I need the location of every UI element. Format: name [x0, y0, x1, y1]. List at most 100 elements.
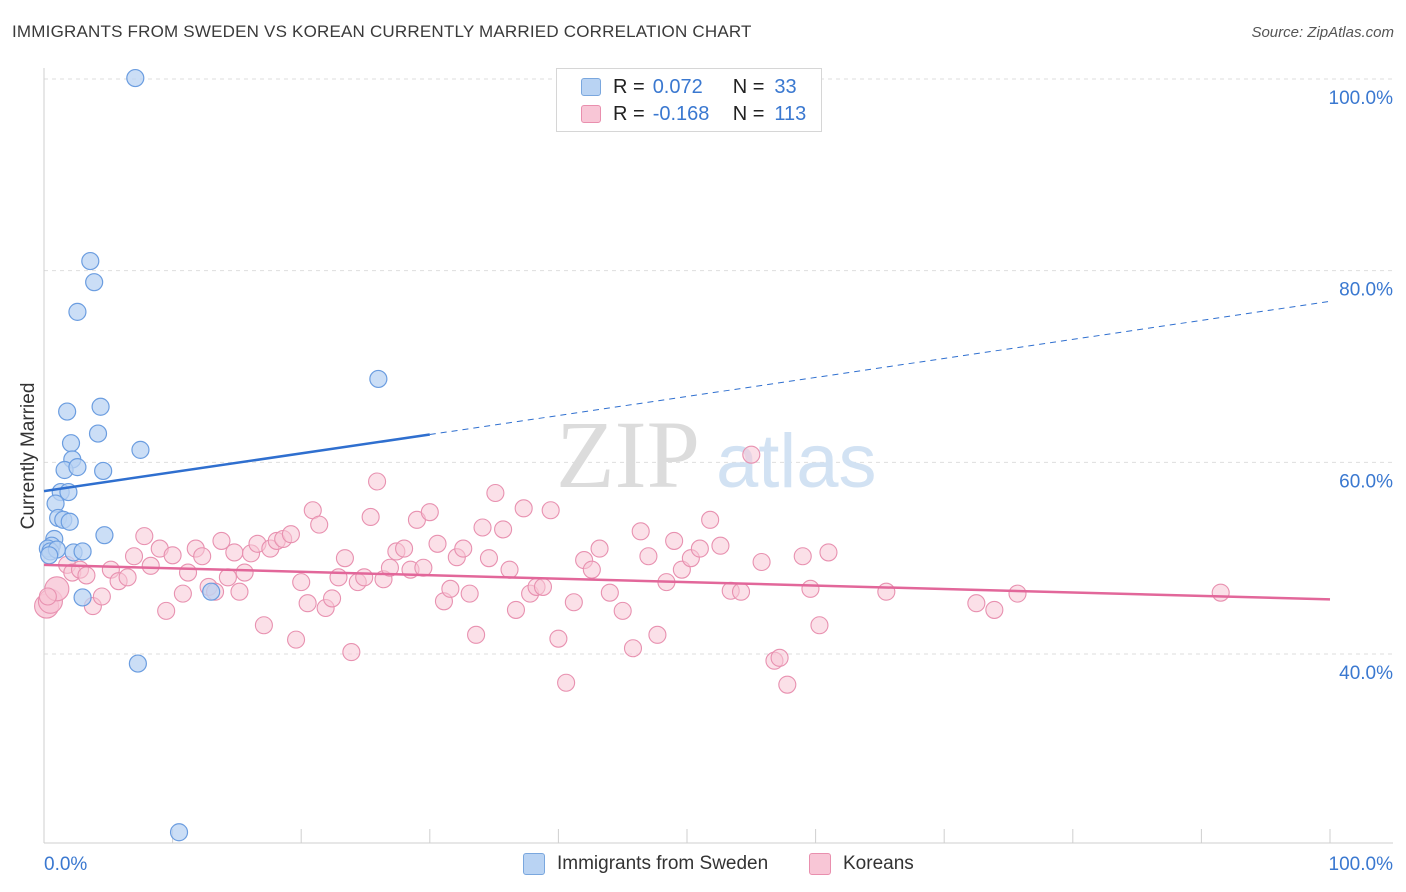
sweden-trend-line: [43, 433, 430, 493]
koreans-point: [298, 594, 317, 613]
stats-row-koreans: R = -0.168 N = 113: [581, 101, 806, 127]
koreans-point: [1211, 583, 1230, 602]
koreans-point: [631, 522, 650, 541]
koreans-point: [557, 673, 576, 692]
koreans-point: [690, 539, 709, 558]
sweden-point: [91, 397, 110, 416]
koreans-point: [810, 616, 829, 635]
sweden-trend-extension: [429, 300, 1331, 436]
sweden-point: [60, 512, 79, 531]
sweden-point: [128, 654, 147, 673]
sweden-point: [61, 434, 81, 453]
koreans-point: [124, 547, 144, 566]
sweden-swatch: [581, 78, 601, 96]
sweden-point: [73, 542, 92, 561]
koreans-points: [34, 445, 1230, 694]
koreans-point: [342, 643, 361, 662]
y-tick-label: 40.0%: [1339, 663, 1393, 684]
koreans-point: [235, 563, 254, 582]
koreans-point: [460, 584, 479, 603]
koreans-point: [335, 549, 354, 568]
koreans-point: [549, 629, 568, 648]
koreans-swatch: [581, 105, 601, 123]
sweden-point: [369, 369, 388, 389]
r-label: R =: [613, 102, 645, 125]
koreans-point: [135, 527, 154, 546]
koreans-point: [173, 584, 192, 603]
koreans-point: [506, 600, 526, 619]
koreans-point: [877, 582, 896, 601]
koreans-trend-line: [43, 563, 1331, 601]
sweden-point: [73, 588, 92, 607]
stats-box: R = 0.072 N = 33 R = -0.168 N = 113: [556, 68, 822, 132]
koreans-point: [380, 558, 399, 577]
koreans-point: [38, 587, 57, 606]
koreans-point: [985, 600, 1004, 619]
watermark-atlas: atlas: [716, 419, 877, 504]
koreans-point: [361, 507, 380, 527]
n-label: N =: [732, 102, 765, 125]
koreans-point: [281, 525, 300, 544]
koreans-point: [178, 563, 198, 582]
koreans-point: [193, 547, 212, 566]
n-value: 113: [774, 102, 807, 125]
koreans-point: [701, 510, 720, 529]
koreans-point: [479, 549, 499, 568]
r-value: 0.072: [652, 75, 703, 98]
koreans-point: [711, 536, 730, 555]
koreans-point: [600, 583, 619, 602]
koreans-point: [368, 472, 387, 491]
koreans-point: [623, 639, 643, 658]
koreans-point: [742, 445, 761, 464]
sweden-point: [131, 440, 150, 459]
koreans-point: [494, 520, 513, 539]
koreans-point: [801, 579, 820, 598]
y-tick-label: 100.0%: [1329, 88, 1394, 109]
koreans-point: [665, 531, 684, 550]
n-value: 33: [774, 75, 797, 98]
koreans-point: [473, 518, 492, 537]
tick-labels: 40.0% 60.0% 80.0% 100.0% 0.0% 100.0%: [44, 88, 1393, 875]
koreans-point: [582, 560, 601, 579]
x-tick-label: 0.0%: [44, 854, 87, 875]
koreans-point: [819, 543, 838, 562]
koreans-point: [778, 675, 797, 694]
legend-item-koreans: Koreans: [809, 852, 914, 876]
sweden-point: [81, 251, 100, 271]
sweden-point: [169, 823, 189, 842]
sweden-point: [88, 424, 108, 443]
koreans-point: [254, 616, 273, 635]
koreans-point: [395, 539, 414, 558]
koreans-point: [118, 568, 137, 587]
legend-label-koreans: Koreans: [843, 853, 914, 874]
koreans-point: [420, 503, 439, 522]
koreans-point: [428, 534, 447, 553]
koreans-point: [212, 531, 231, 550]
koreans-point: [613, 601, 632, 620]
y-axis-label: Currently Married: [18, 383, 39, 530]
legend-swatch-sweden: [523, 853, 545, 875]
koreans-point: [163, 546, 182, 565]
koreans-point: [92, 587, 111, 606]
sweden-point: [58, 402, 77, 421]
koreans-point: [355, 568, 374, 587]
koreans-point: [218, 568, 237, 587]
koreans-point: [230, 582, 249, 601]
koreans-point: [564, 593, 583, 612]
legend-swatch-koreans: [809, 853, 831, 875]
koreans-point: [541, 501, 560, 520]
koreans-point: [514, 499, 533, 518]
y-tick-label: 60.0%: [1339, 471, 1393, 492]
koreans-point: [467, 625, 486, 644]
koreans-point: [590, 539, 609, 558]
koreans-point: [1008, 584, 1027, 603]
koreans-point: [292, 573, 311, 592]
watermark: ZIP atlas: [556, 401, 877, 508]
chart-title: IMMIGRANTS FROM SWEDEN VS KOREAN CURRENT…: [12, 22, 752, 41]
koreans-point: [731, 582, 751, 601]
legend-label-sweden: Immigrants from Sweden: [557, 853, 769, 874]
legend-item-sweden: Immigrants from Sweden: [523, 852, 768, 876]
sweden-point: [68, 458, 87, 477]
koreans-point: [77, 566, 96, 585]
